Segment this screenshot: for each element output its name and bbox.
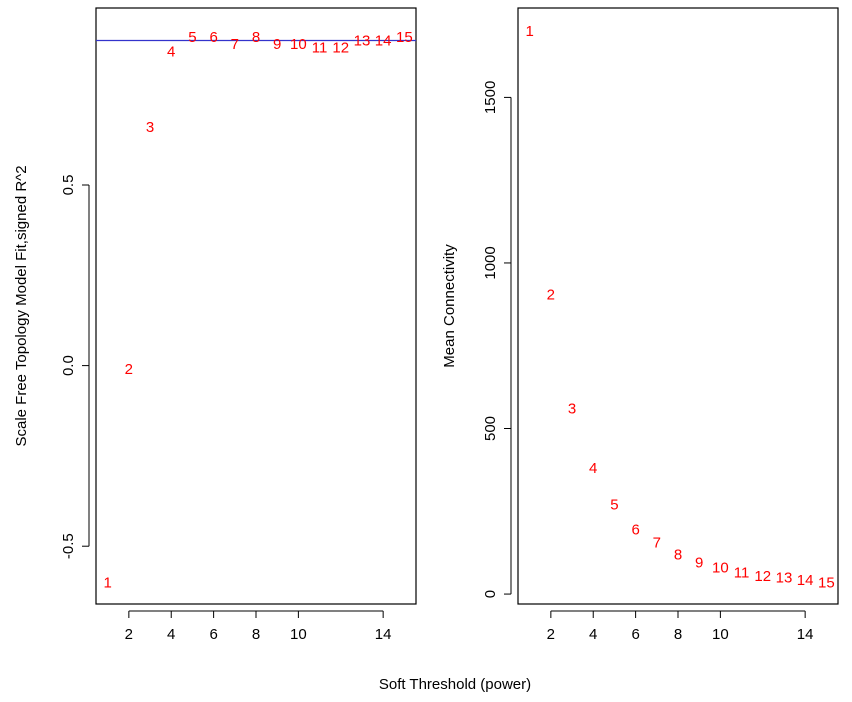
data-point-label: 3 bbox=[146, 119, 154, 136]
data-point-label: 11 bbox=[312, 40, 328, 57]
data-point-label: 5 bbox=[188, 29, 196, 46]
x-tick-label: 2 bbox=[125, 626, 133, 643]
y-tick-label: -0.5 bbox=[60, 533, 77, 559]
y-axis-label: Mean Connectivity bbox=[441, 244, 458, 368]
data-point-label: 6 bbox=[631, 522, 639, 539]
data-point-label: 12 bbox=[332, 40, 349, 57]
data-point-label: 8 bbox=[674, 546, 682, 563]
data-point-label: 7 bbox=[653, 535, 661, 552]
x-tick-label: 8 bbox=[674, 626, 682, 643]
data-point-label: 13 bbox=[354, 33, 371, 50]
y-tick-label: 1500 bbox=[482, 81, 499, 114]
data-point-label: 4 bbox=[167, 43, 175, 60]
y-axis-label: Scale Free Topology Model Fit,signed R^2 bbox=[13, 165, 30, 446]
data-point-label: 7 bbox=[231, 36, 239, 53]
data-point-label: 9 bbox=[273, 36, 281, 53]
data-point-label: 8 bbox=[252, 29, 260, 46]
data-point-label: 15 bbox=[818, 574, 835, 591]
data-point-label: 1 bbox=[525, 23, 533, 40]
data-point-label: 4 bbox=[589, 460, 597, 477]
data-point-label: 14 bbox=[797, 572, 814, 589]
x-tick-label: 8 bbox=[252, 626, 260, 643]
data-point-label: 6 bbox=[209, 29, 217, 46]
x-tick-label: 4 bbox=[589, 626, 597, 643]
data-point-label: 2 bbox=[125, 361, 133, 378]
data-point-label: 3 bbox=[568, 401, 576, 418]
plot-frame bbox=[517, 7, 839, 605]
data-point-label: 13 bbox=[776, 570, 793, 587]
y-tick-label: 0.5 bbox=[60, 175, 77, 196]
x-tick-label: 2 bbox=[547, 626, 555, 643]
data-point-label: 5 bbox=[610, 497, 618, 514]
data-point-label: 2 bbox=[547, 286, 555, 303]
x-tick-label: 6 bbox=[631, 626, 639, 643]
y-tick-label: 0 bbox=[482, 590, 499, 598]
data-point-label: 14 bbox=[375, 33, 392, 50]
y-tick-label: 0.0 bbox=[60, 355, 77, 376]
data-point-label: 15 bbox=[396, 29, 413, 46]
y-tick-label: 500 bbox=[482, 416, 499, 441]
x-tick-label: 14 bbox=[375, 626, 392, 643]
data-point-label: 12 bbox=[754, 568, 771, 585]
x-tick-label: 4 bbox=[167, 626, 175, 643]
data-point-label: 9 bbox=[695, 555, 703, 572]
data-point-label: 11 bbox=[734, 565, 750, 582]
data-point-label: 10 bbox=[712, 560, 729, 577]
x-tick-label: 6 bbox=[209, 626, 217, 643]
x-tick-label: 10 bbox=[290, 626, 307, 643]
x-tick-label: 14 bbox=[797, 626, 814, 643]
data-point-label: 10 bbox=[290, 36, 307, 53]
plot-frame bbox=[95, 7, 417, 605]
data-point-label: 1 bbox=[103, 574, 111, 591]
x-tick-label: 10 bbox=[712, 626, 729, 643]
y-tick-label: 1000 bbox=[482, 246, 499, 279]
x-axis-label: Soft Threshold (power) bbox=[379, 676, 531, 693]
